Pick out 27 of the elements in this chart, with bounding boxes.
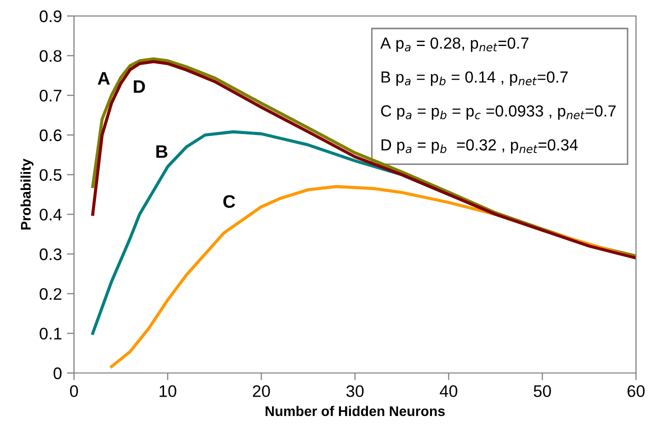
y-tick-label: 0 <box>54 367 62 380</box>
x-tick-label: 10 <box>160 385 176 398</box>
y-tick-label: 0.1 <box>40 328 62 340</box>
y-tick-label: 0.9 <box>40 10 62 22</box>
y-tick-label: 0.5 <box>40 169 62 181</box>
y-tick-label: 0.3 <box>40 248 62 260</box>
y-axis-title: Probability <box>20 158 34 230</box>
text: C p$_{a}$ = p$_{b}$ = p$_{c}$ =0.0933 , p$_{net}$=0.7 <box>381 105 616 120</box>
series-label: C <box>223 195 236 208</box>
x-tick-label: 30 <box>346 385 364 398</box>
annotation: D p$_{a}$ = p$_{b}$ =0.32 , p$_{net}$=0.34 <box>382 139 578 154</box>
annotation: B p$_{a}$ = p$_{b}$ = 0.14 , p$_{net}$=0.7 <box>382 71 568 86</box>
x-tick-label: 60 <box>628 385 645 398</box>
x-axis-title: Number of Hidden Neurons <box>266 406 445 416</box>
y-tick-label: 0.6 <box>40 129 62 142</box>
x-tick-label: 50 <box>534 385 551 398</box>
y-tick-label: 0.8 <box>40 50 62 62</box>
x-tick-label: 20 <box>252 385 270 398</box>
y-tick-label: 0.2 <box>40 288 62 300</box>
series-label: D <box>134 80 145 93</box>
annotation: A p$_{a}$ = 0.28, p$_{net}$=0.7 <box>380 37 528 52</box>
y-tick-label: 0.4 <box>40 208 62 221</box>
series-label: A <box>98 72 110 85</box>
y-tick-label: 0.7 <box>40 90 62 102</box>
x-tick-label: 0 <box>70 385 78 398</box>
x-tick-label: 40 <box>440 385 458 398</box>
series-label: B <box>156 145 168 158</box>
